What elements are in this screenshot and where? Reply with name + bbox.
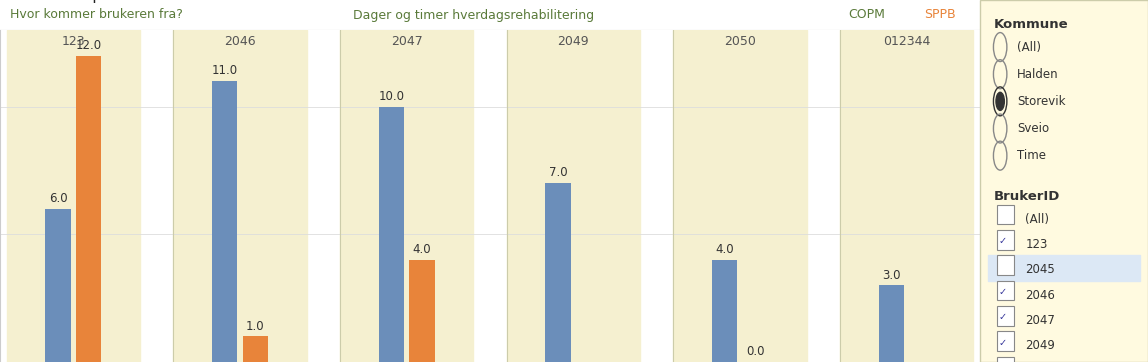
Text: ADL: ADL [1000,8,1025,21]
Bar [996,357,1014,362]
Text: 1.0: 1.0 [246,320,264,333]
Text: SPPB: SPPB [924,8,956,21]
Bar [340,30,473,362]
Text: COPM: COPM [848,8,885,21]
Bar [242,336,267,362]
Text: 7.0: 7.0 [549,167,567,180]
Bar [996,230,1014,250]
Bar [996,255,1014,275]
Text: 123: 123 [62,35,85,48]
Bar [712,260,737,362]
Text: Halden: Halden [1017,68,1058,81]
Text: ✓: ✓ [999,287,1007,297]
Bar [173,30,307,362]
Text: 4.0: 4.0 [715,243,734,256]
Bar [46,209,71,362]
Text: BrukerID: BrukerID [993,190,1060,203]
Bar [7,30,140,362]
Text: ✓: ✓ [999,312,1007,322]
Text: Kommune: Kommune [993,18,1068,31]
Bar [76,55,101,362]
Text: 2045: 2045 [1025,263,1055,276]
Text: Storevik: Storevik [1017,95,1065,108]
Bar [996,306,1014,326]
Text: 4.0: 4.0 [412,243,432,256]
Bar [879,285,905,362]
Bar [409,260,435,362]
Bar [212,81,238,362]
Text: Hvor kommer brukeren fra?: Hvor kommer brukeren fra? [10,8,183,21]
Text: 10.0: 10.0 [379,90,404,103]
Text: 2047: 2047 [390,35,422,48]
Text: 2046: 2046 [1025,289,1055,302]
Text: ✓: ✓ [999,236,1007,246]
Text: 2049: 2049 [558,35,589,48]
Text: 12.0: 12.0 [76,39,101,52]
FancyBboxPatch shape [980,0,1148,362]
Bar [996,331,1014,351]
Text: 123: 123 [1025,238,1048,251]
Text: 11.0: 11.0 [211,64,238,77]
Text: 2049: 2049 [1025,339,1055,352]
Bar [506,30,639,362]
Text: 6.0: 6.0 [49,192,68,205]
Text: ✓: ✓ [999,337,1007,348]
Bar [988,255,1140,281]
Bar [996,281,1014,300]
Bar [674,30,807,362]
Text: 012344: 012344 [883,35,930,48]
Text: 2050: 2050 [724,35,755,48]
Bar [545,183,571,362]
Text: SPPB snitt pr. bruker: SPPB snitt pr. bruker [10,0,166,4]
Bar [996,205,1014,224]
Text: (All): (All) [1017,41,1041,54]
Text: 2047: 2047 [1025,314,1055,327]
Text: (All): (All) [1025,212,1049,226]
Circle shape [996,92,1004,110]
Text: Time: Time [1017,149,1046,162]
Text: 0.0: 0.0 [746,345,765,358]
Text: Antall timer pr. uke hjemmetjenester: Antall timer pr. uke hjemmetjenester [1062,8,1148,21]
Bar [379,107,404,362]
Text: Sveio: Sveio [1017,122,1049,135]
Text: 3.0: 3.0 [882,269,901,282]
Text: 2046: 2046 [224,35,256,48]
Bar [840,30,974,362]
Text: Dager og timer hverdagsrehabilitering: Dager og timer hverdagsrehabilitering [352,8,594,21]
